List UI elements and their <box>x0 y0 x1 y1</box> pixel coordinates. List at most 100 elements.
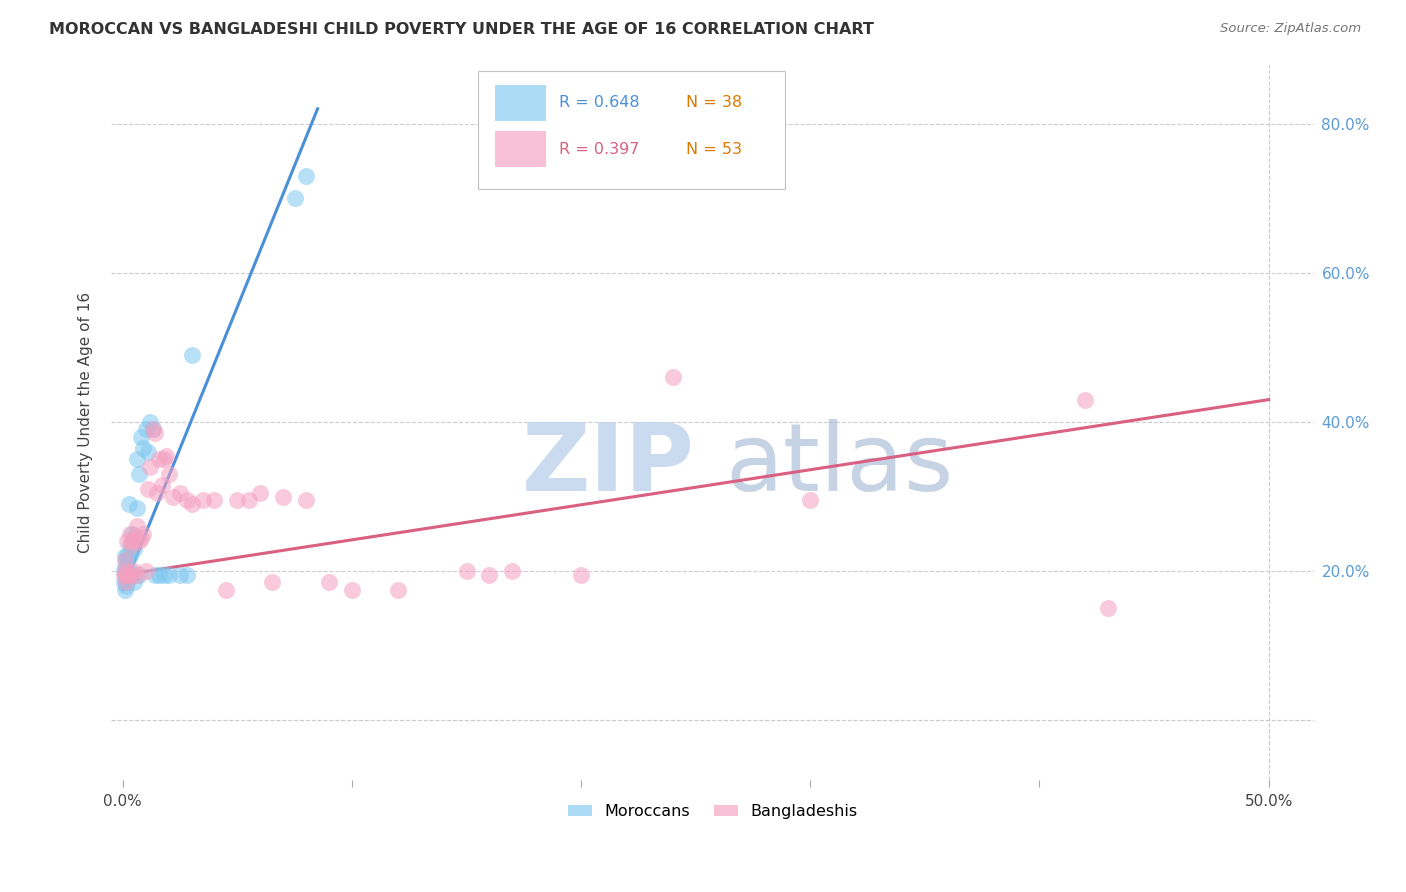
Point <box>139 415 162 429</box>
Point <box>115 575 138 590</box>
Point <box>157 567 180 582</box>
Point <box>180 348 202 362</box>
Point <box>118 538 141 552</box>
Point <box>153 567 176 582</box>
Point <box>125 452 148 467</box>
Point <box>125 567 148 582</box>
Text: R = 0.648: R = 0.648 <box>560 95 640 111</box>
Point <box>118 527 141 541</box>
Point <box>128 467 150 482</box>
Point <box>180 497 202 511</box>
Text: ZIP: ZIP <box>522 419 695 511</box>
Point <box>118 567 141 582</box>
Point <box>143 426 166 441</box>
FancyBboxPatch shape <box>495 131 546 167</box>
Point <box>284 191 307 205</box>
Point <box>260 575 283 590</box>
Point <box>142 422 165 436</box>
Point <box>157 467 180 482</box>
Point <box>117 567 139 582</box>
FancyBboxPatch shape <box>495 85 546 120</box>
Point <box>114 553 136 567</box>
Point <box>121 538 143 552</box>
Point <box>122 564 145 578</box>
Point <box>115 579 138 593</box>
Point <box>117 567 139 582</box>
Point <box>215 582 238 597</box>
Point <box>249 486 271 500</box>
Point <box>115 553 138 567</box>
Point <box>271 490 294 504</box>
Text: N = 38: N = 38 <box>686 95 742 111</box>
Point <box>169 567 191 582</box>
Point <box>129 430 152 444</box>
Point <box>143 567 166 582</box>
Point <box>136 482 159 496</box>
Point <box>121 534 143 549</box>
Point <box>799 493 821 508</box>
Point <box>340 582 363 597</box>
Point <box>112 564 135 578</box>
Point <box>114 549 136 564</box>
Point <box>318 575 340 590</box>
Point <box>191 493 214 508</box>
Point <box>132 441 155 455</box>
Point <box>112 575 135 590</box>
Text: R = 0.397: R = 0.397 <box>560 142 640 157</box>
Point <box>478 567 501 582</box>
Point <box>117 534 139 549</box>
Point <box>135 422 157 436</box>
Point <box>117 497 139 511</box>
Point <box>148 452 170 467</box>
Point <box>139 459 162 474</box>
Point <box>1097 601 1119 615</box>
Point <box>136 445 159 459</box>
Point <box>204 493 226 508</box>
Point <box>121 527 143 541</box>
Point <box>662 370 685 384</box>
Point <box>122 541 145 556</box>
Point <box>176 567 198 582</box>
Point <box>135 564 157 578</box>
Point <box>114 572 136 586</box>
Point <box>114 582 136 597</box>
Point <box>176 493 198 508</box>
Legend: Moroccans, Bangladeshis: Moroccans, Bangladeshis <box>561 797 865 826</box>
FancyBboxPatch shape <box>478 71 785 189</box>
Point <box>387 582 409 597</box>
Point <box>114 564 136 578</box>
Point <box>153 452 176 467</box>
Point <box>569 567 592 582</box>
Point <box>129 531 152 545</box>
Point <box>238 493 260 508</box>
Point <box>114 560 136 574</box>
Point <box>148 567 170 582</box>
Point <box>118 549 141 564</box>
Point <box>146 486 169 500</box>
Y-axis label: Child Poverty Under the Age of 16: Child Poverty Under the Age of 16 <box>79 292 93 552</box>
Point <box>1074 392 1097 407</box>
Point <box>118 564 141 578</box>
Point <box>132 527 155 541</box>
Point <box>117 575 139 590</box>
Point <box>142 422 165 436</box>
Point <box>226 493 249 508</box>
Point <box>169 486 191 500</box>
Point <box>121 567 143 582</box>
Point <box>117 549 139 564</box>
Point <box>122 575 145 590</box>
Point <box>128 567 150 582</box>
Point <box>456 564 478 578</box>
Point <box>162 490 184 504</box>
Text: N = 53: N = 53 <box>686 142 742 157</box>
Text: atlas: atlas <box>725 419 953 511</box>
Point <box>122 531 145 545</box>
Point <box>112 567 135 582</box>
Point <box>295 493 318 508</box>
Point <box>501 564 523 578</box>
Point <box>125 519 148 533</box>
Text: MOROCCAN VS BANGLADESHI CHILD POVERTY UNDER THE AGE OF 16 CORRELATION CHART: MOROCCAN VS BANGLADESHI CHILD POVERTY UN… <box>49 22 875 37</box>
Point <box>155 449 177 463</box>
Point <box>150 478 173 492</box>
Point <box>295 169 318 183</box>
